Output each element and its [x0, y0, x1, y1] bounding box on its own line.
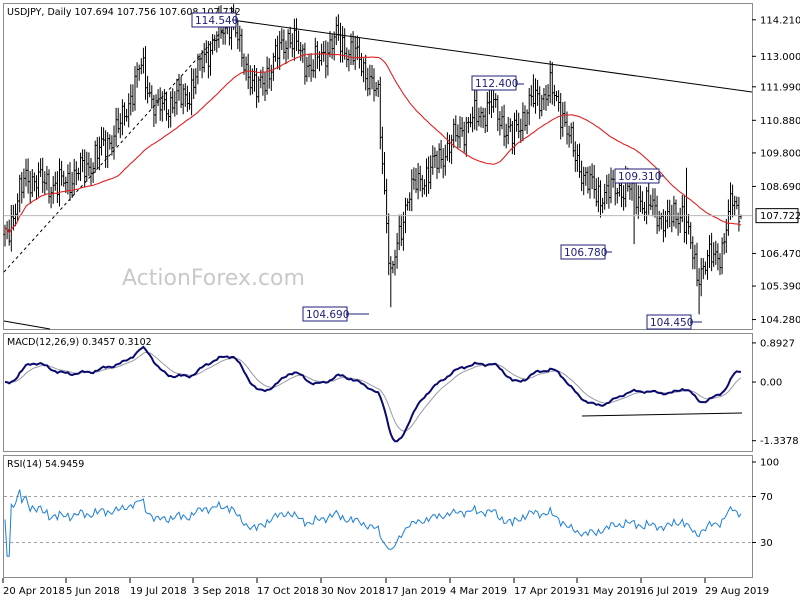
ohlc-bars	[3, 4, 743, 315]
x-tick-label: 30 Nov 2018	[321, 586, 385, 597]
rsi-series-group	[4, 489, 752, 557]
macd-signal-line	[4, 352, 742, 432]
x-tick-label: 17 Apr 2019	[514, 586, 576, 597]
lower-trendline	[3, 320, 51, 330]
price-tick-label: 104.280	[760, 315, 800, 326]
price-tick-label: 111.990	[760, 82, 800, 93]
price-panel	[3, 3, 753, 330]
macd-tick-label: -1.3378	[760, 436, 799, 447]
price-annotation-label: 109.310	[618, 171, 661, 183]
rsi-line	[4, 489, 742, 557]
price-annotation-label: 114.540	[195, 15, 238, 27]
price-annotation-box	[471, 75, 517, 91]
rsi-tick-label: 100	[760, 458, 779, 469]
x-tick-label: 31 May 2019	[577, 586, 642, 597]
y-axis-labels: 114.210 113.000 111.990 110.880 109.800 108.6…	[752, 15, 800, 549]
price-tick-label: 106.470	[760, 249, 800, 260]
watermark: ActionForex.com	[122, 266, 305, 291]
price-tick-label: 108.690	[760, 182, 800, 193]
macd-tick-label: 0.8927	[760, 338, 795, 349]
resistance-trendline	[231, 19, 753, 93]
x-tick-label: 17 Jan 2019	[386, 586, 446, 597]
dashed-channel-line	[3, 19, 233, 273]
price-tick-label: 105.390	[760, 282, 800, 293]
macd-series-group	[4, 345, 743, 443]
price-annotation-box	[560, 244, 606, 260]
price-annotations: 114.540 104.690 112.400 106.780 109.310 104.4…	[191, 12, 702, 330]
macd-header: MACD(12,26,9) 0.3457 0.3102	[7, 337, 152, 348]
rsi-tick-label: 70	[760, 492, 773, 503]
price-annotation-label: 104.690	[306, 309, 349, 321]
current-price-box	[755, 208, 799, 224]
x-tick-label: 17 Oct 2018	[257, 586, 319, 597]
price-tick-label: 113.000	[760, 52, 800, 63]
x-tick-label: 16 Jul 2019	[641, 586, 698, 597]
x-tick-label: 5 Jun 2018	[66, 586, 120, 597]
price-annotation-box	[614, 168, 660, 184]
price-tick-label: 114.210	[760, 15, 800, 26]
rsi-tick-label: 30	[760, 538, 773, 549]
rsi-panel	[3, 455, 753, 578]
x-tick-label: 29 Aug 2019	[705, 586, 769, 597]
x-tick-label: 20 Apr 2018	[3, 586, 65, 597]
price-annotation-label: 106.780	[564, 247, 607, 259]
x-tick-label: 3 Sep 2018	[193, 586, 250, 597]
x-tick-label: 4 Mar 2019	[450, 586, 507, 597]
price-annotation-label: 112.400	[475, 78, 518, 90]
price-series-group	[3, 4, 753, 330]
macd-tick-label: 0.00	[760, 378, 782, 389]
x-tick-label: 19 Jul 2018	[130, 586, 187, 597]
price-tick-label: 110.880	[760, 116, 800, 127]
price-tick-label: 107.722	[760, 211, 800, 222]
price-annotation-label: 104.450	[650, 317, 693, 329]
price-header: USDJPY, Daily 107.694 107.756 107.608 10…	[7, 7, 241, 18]
rsi-header: RSI(14) 54.9459	[7, 459, 84, 470]
x-axis-labels: 20 Apr 2018 5 Jun 2018 19 Jul 2018 3 Sep 20…	[2, 578, 769, 597]
macd-support-line	[581, 412, 743, 417]
moving-average-line	[4, 53, 742, 235]
price-tick-label: 109.800	[760, 148, 800, 159]
macd-line	[4, 345, 742, 443]
